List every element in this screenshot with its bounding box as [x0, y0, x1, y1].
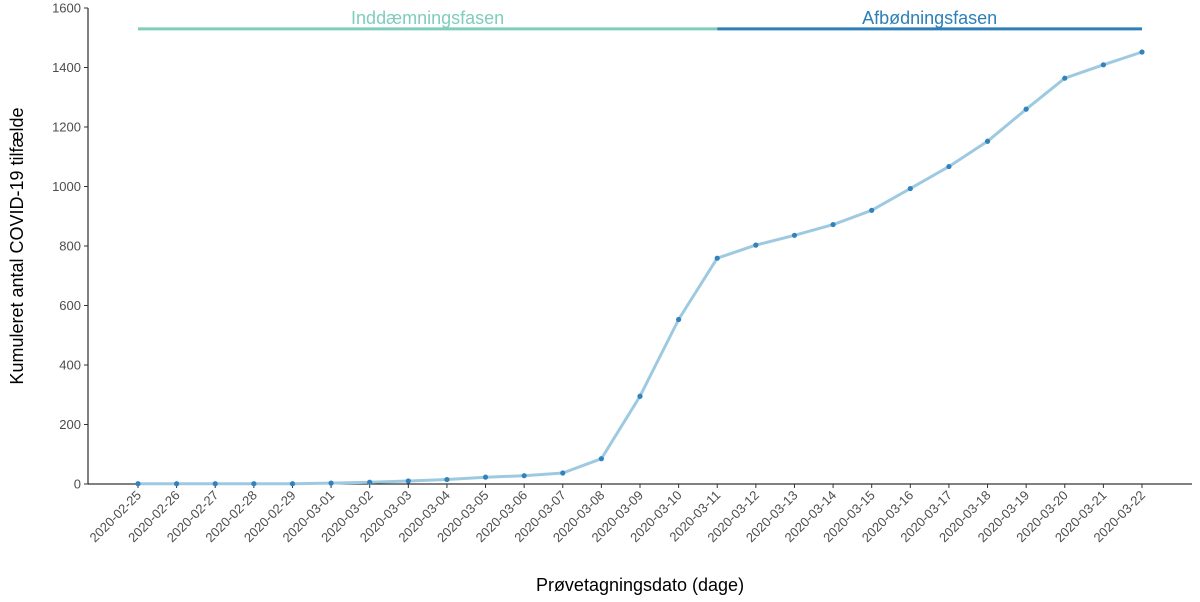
data-point [482, 474, 489, 480]
phase-bands: Inddæmningsfasen Afbødningsfasen [138, 8, 1142, 31]
x-axis-title: Prøvetagningsdato (dage) [536, 575, 744, 595]
data-point [869, 207, 875, 213]
data-point [753, 242, 759, 248]
x-axis-ticks: 2020-02-252020-02-262020-02-272020-02-28… [86, 484, 1148, 545]
data-point [135, 481, 141, 487]
data-point [405, 478, 411, 484]
series-line [138, 50, 1143, 486]
data-point [444, 476, 450, 483]
data-point [598, 456, 604, 462]
data-point [174, 481, 180, 487]
data-point [289, 481, 296, 487]
y-tick-label: 1200 [52, 120, 81, 135]
y-tick-label: 1000 [52, 179, 81, 194]
phase-label: Afbødningsfasen [862, 8, 997, 28]
y-tick-label: 600 [59, 298, 81, 313]
y-tick-label: 0 [74, 477, 81, 492]
y-tick-label: 1600 [52, 1, 81, 16]
data-point [367, 479, 373, 485]
data-point [251, 481, 257, 487]
data-point [1139, 49, 1145, 55]
y-tick-label: 800 [59, 239, 81, 254]
data-point [984, 138, 991, 144]
data-point [560, 470, 566, 476]
data-point [212, 481, 218, 487]
data-point [328, 480, 334, 486]
data-point [791, 232, 798, 238]
data-point [637, 393, 643, 399]
y-tick-label: 200 [59, 417, 81, 432]
axes [87, 8, 1192, 485]
y-tick-label: 400 [59, 358, 81, 373]
data-point [1100, 62, 1106, 68]
series-layer [135, 49, 1145, 487]
data-point [830, 221, 836, 228]
data-point [907, 185, 913, 192]
phase-label: Inddæmningsfasen [351, 8, 504, 28]
data-point [1062, 75, 1068, 81]
y-tick-label: 1400 [52, 60, 81, 75]
data-point [1023, 106, 1029, 112]
data-point [676, 316, 682, 323]
y-axis-ticks: 0 200 400 600 800 1000 1200 1400 1600 [52, 1, 88, 492]
data-point [714, 255, 720, 261]
y-axis-title: Kumuleret antal COVID-19 tilfælde [7, 107, 27, 384]
data-point [521, 473, 527, 479]
data-point [946, 163, 952, 170]
